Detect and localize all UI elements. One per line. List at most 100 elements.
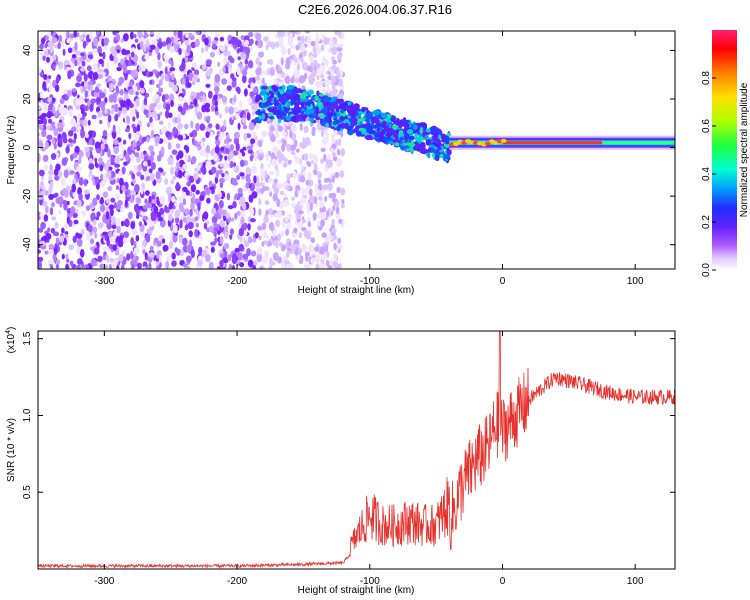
spectrogram-cell: [199, 123, 206, 131]
spectrogram-cell: [75, 232, 79, 237]
spectrogram-cell: [201, 64, 207, 70]
spectrogram-cell: [93, 91, 100, 98]
spectrogram-cell: [66, 38, 72, 44]
spectrogram-cell: [294, 157, 300, 164]
spectrogram-cell: [233, 194, 237, 200]
spectrogram-cell: [140, 211, 145, 217]
snr-scale-base: (x10: [6, 333, 17, 353]
spectrogram-signal-cell: [324, 116, 331, 122]
spectrogram-cell: [194, 38, 200, 48]
spectrogram-cell: [238, 200, 243, 206]
spectrogram-cell: [47, 118, 53, 124]
spectrogram-cell: [160, 73, 165, 81]
spectrogram-signal-cell: [339, 109, 345, 114]
spectrogram-cell: [44, 35, 49, 41]
spectrogram-cell: [341, 199, 345, 205]
spectrogram-cell: [260, 168, 266, 176]
spectrogram-signal-cell: [308, 89, 314, 95]
spectrogram-cell: [232, 264, 235, 269]
spectrogram-cell: [43, 164, 49, 172]
y-tick-label: 1.0: [22, 408, 33, 422]
spectrogram-cell: [161, 238, 166, 244]
spectrogram-cell: [299, 75, 305, 84]
spectrogram-cell: [173, 224, 178, 234]
spectrogram-cell: [102, 191, 109, 199]
spectrogram-signal-cell: [426, 128, 431, 133]
spectrogram-cell: [193, 172, 199, 181]
spectrogram-cell: [54, 221, 59, 229]
spectrogram-cell: [291, 196, 295, 201]
spectrogram-signal-cell: [260, 99, 267, 104]
spectrogram-cell: [39, 91, 44, 99]
spectrogram-cell: [71, 54, 77, 59]
spectrogram-cell: [310, 237, 316, 244]
spectrogram-cell: [89, 202, 94, 209]
spectrogram-cell: [129, 152, 135, 161]
spectrogram-cell: [315, 189, 321, 197]
spectrogram-cell: [277, 31, 284, 38]
spectrogram-cell: [50, 45, 54, 54]
spectrogram-cell: [42, 81, 47, 90]
spectrogram-cell: [184, 224, 189, 231]
spectrogram-cell: [315, 40, 319, 50]
spectrogram-cell: [100, 196, 104, 204]
spectrogram-cell: [76, 246, 81, 255]
spectrogram-cell: [66, 216, 70, 225]
spectrogram-cell: [219, 259, 224, 267]
spectrogram-cell: [130, 221, 136, 230]
spectrogram-cell: [296, 148, 300, 153]
spectrogram-cell: [87, 224, 93, 233]
spectrogram-cell: [191, 62, 198, 68]
spectrogram-signal-cell: [323, 97, 331, 103]
spectrogram-signal-cell: [255, 110, 262, 116]
spectrogram-cell: [255, 32, 262, 41]
spectrogram-cell: [70, 154, 74, 162]
spectrogram-cell: [313, 169, 318, 176]
spectrogram-cell: [315, 80, 320, 89]
spectrogram-cell: [110, 107, 115, 115]
spectrogram-cell: [326, 86, 331, 94]
spectrogram-cell: [100, 143, 105, 150]
spectrogram-cell: [197, 162, 204, 167]
spectrogram-cell: [269, 257, 273, 266]
spectrogram-cell: [238, 228, 244, 237]
spectrogram-cell: [38, 105, 42, 110]
spectrogram-cell: [96, 211, 101, 217]
spectrogram-cell: [169, 67, 176, 72]
spectrogram-cell: [89, 31, 93, 40]
spectrogram-cell: [213, 222, 218, 228]
spectrogram-cell: [128, 211, 133, 220]
spectrogram-cell: [142, 161, 148, 167]
spectrogram-cell: [234, 112, 239, 119]
spectrogram-cell: [331, 228, 337, 234]
spectrogram-cell: [210, 131, 214, 137]
spectrogram-cell: [63, 169, 69, 179]
spectrogram-signal-cell: [309, 117, 314, 123]
spectrogram-cell: [124, 128, 130, 133]
spectrogram-cell: [72, 139, 77, 144]
spectrogram-cell: [113, 55, 119, 64]
spectrogram-cell: [164, 74, 169, 82]
spectrogram-cell: [199, 91, 204, 97]
spectrogram-cell: [298, 232, 303, 239]
spectrogram-cell: [169, 240, 174, 249]
spectrogram-cell: [258, 154, 264, 161]
spectrogram-cell: [336, 186, 341, 194]
spectrogram-cell: [100, 100, 106, 107]
spectrogram-cell: [148, 222, 154, 228]
spectrogram-cell: [259, 266, 264, 269]
spectrogram-cell: [197, 145, 201, 151]
y-tick-label: -40: [22, 237, 33, 252]
spectrogram-cell: [118, 241, 123, 248]
spectrogram-cell: [253, 151, 258, 158]
spectrogram-cell: [89, 103, 94, 112]
spectrogram-cell: [115, 185, 120, 190]
spectrogram-cell: [133, 85, 137, 93]
spectrogram-cell: [98, 58, 104, 65]
spectrogram-cell: [294, 190, 298, 198]
spectrogram-cell: [119, 203, 125, 213]
spectrogram-cell: [158, 79, 163, 86]
spectrogram-cell: [251, 96, 257, 101]
spectrogram-cell: [244, 108, 250, 114]
spectrogram-cell: [75, 82, 81, 88]
